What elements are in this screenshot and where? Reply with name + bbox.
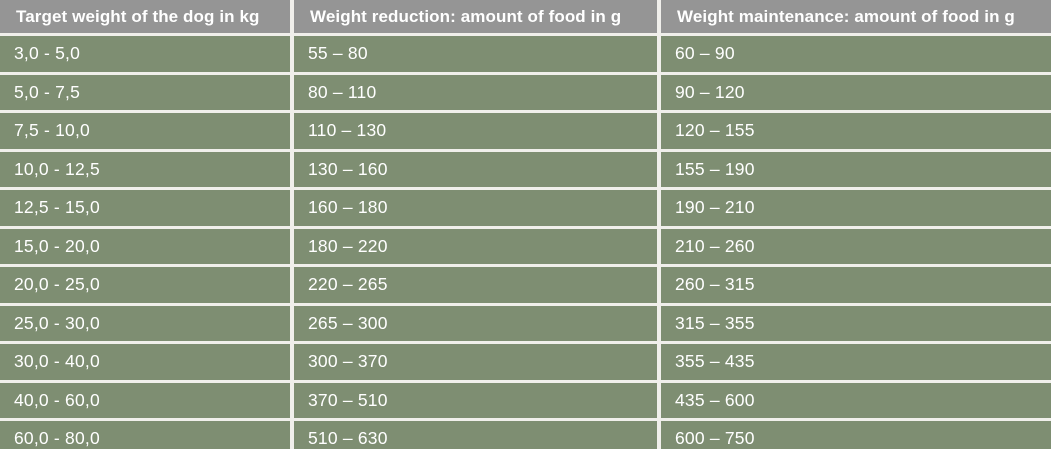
table-cell: 435 – 600: [657, 379, 1051, 420]
table-cell: 3,0 - 5,0: [0, 33, 292, 73]
table-cell: 12,5 - 15,0: [0, 187, 292, 227]
table-cell: 5,0 - 7,5: [0, 71, 292, 112]
table-cell: 315 – 355: [657, 302, 1051, 343]
table-row: 60,0 - 80,0 510 – 630 600 – 750: [0, 418, 1051, 449]
table-cell: 20,0 - 25,0: [0, 264, 292, 304]
column-header-target-weight: Target weight of the dog in kg: [0, 0, 292, 35]
table-row: 5,0 - 7,5 80 – 110 90 – 120: [0, 71, 1051, 112]
table-cell: 10,0 - 12,5: [0, 148, 292, 189]
table-cell: 30,0 - 40,0: [0, 341, 292, 381]
table-row: 20,0 - 25,0 220 – 265 260 – 315: [0, 264, 1051, 304]
table-row: 3,0 - 5,0 55 – 80 60 – 90: [0, 33, 1051, 73]
table-cell: 130 – 160: [290, 148, 659, 189]
table-cell: 355 – 435: [657, 341, 1051, 381]
table-cell: 40,0 - 60,0: [0, 379, 292, 420]
table-cell: 260 – 315: [657, 264, 1051, 304]
table-row: 12,5 - 15,0 160 – 180 190 – 210: [0, 187, 1051, 227]
table-cell: 110 – 130: [290, 110, 659, 150]
table-cell: 80 – 110: [290, 71, 659, 112]
table-row: 40,0 - 60,0 370 – 510 435 – 600: [0, 379, 1051, 420]
table-cell: 60 – 90: [657, 33, 1051, 73]
table-cell: 510 – 630: [290, 418, 659, 449]
table-cell: 155 – 190: [657, 148, 1051, 189]
table-cell: 90 – 120: [657, 71, 1051, 112]
table-cell: 7,5 - 10,0: [0, 110, 292, 150]
table-row: 7,5 - 10,0 110 – 130 120 – 155: [0, 110, 1051, 150]
table-cell: 370 – 510: [290, 379, 659, 420]
table-cell: 160 – 180: [290, 187, 659, 227]
table-cell: 300 – 370: [290, 341, 659, 381]
table-cell: 55 – 80: [290, 33, 659, 73]
table-cell: 25,0 - 30,0: [0, 302, 292, 343]
table-cell: 190 – 210: [657, 187, 1051, 227]
table-cell: 600 – 750: [657, 418, 1051, 449]
table-row: 15,0 - 20,0 180 – 220 210 – 260: [0, 225, 1051, 266]
table-header: Target weight of the dog in kg Weight re…: [0, 0, 1051, 35]
table-row: 25,0 - 30,0 265 – 300 315 – 355: [0, 302, 1051, 343]
table-row: 30,0 - 40,0 300 – 370 355 – 435: [0, 341, 1051, 381]
table-cell: 265 – 300: [290, 302, 659, 343]
table-row: 10,0 - 12,5 130 – 160 155 – 190: [0, 148, 1051, 189]
table-cell: 120 – 155: [657, 110, 1051, 150]
header-row: Target weight of the dog in kg Weight re…: [0, 0, 1051, 35]
column-header-weight-reduction: Weight reduction: amount of food in g: [290, 0, 659, 35]
column-header-weight-maintenance: Weight maintenance: amount of food in g: [657, 0, 1051, 35]
table-body: 3,0 - 5,0 55 – 80 60 – 90 5,0 - 7,5 80 – 110…: [0, 33, 1051, 449]
table-cell: 60,0 - 80,0: [0, 418, 292, 449]
table-cell: 180 – 220: [290, 225, 659, 266]
table-cell: 220 – 265: [290, 264, 659, 304]
table-cell: 210 – 260: [657, 225, 1051, 266]
table-cell: 15,0 - 20,0: [0, 225, 292, 266]
